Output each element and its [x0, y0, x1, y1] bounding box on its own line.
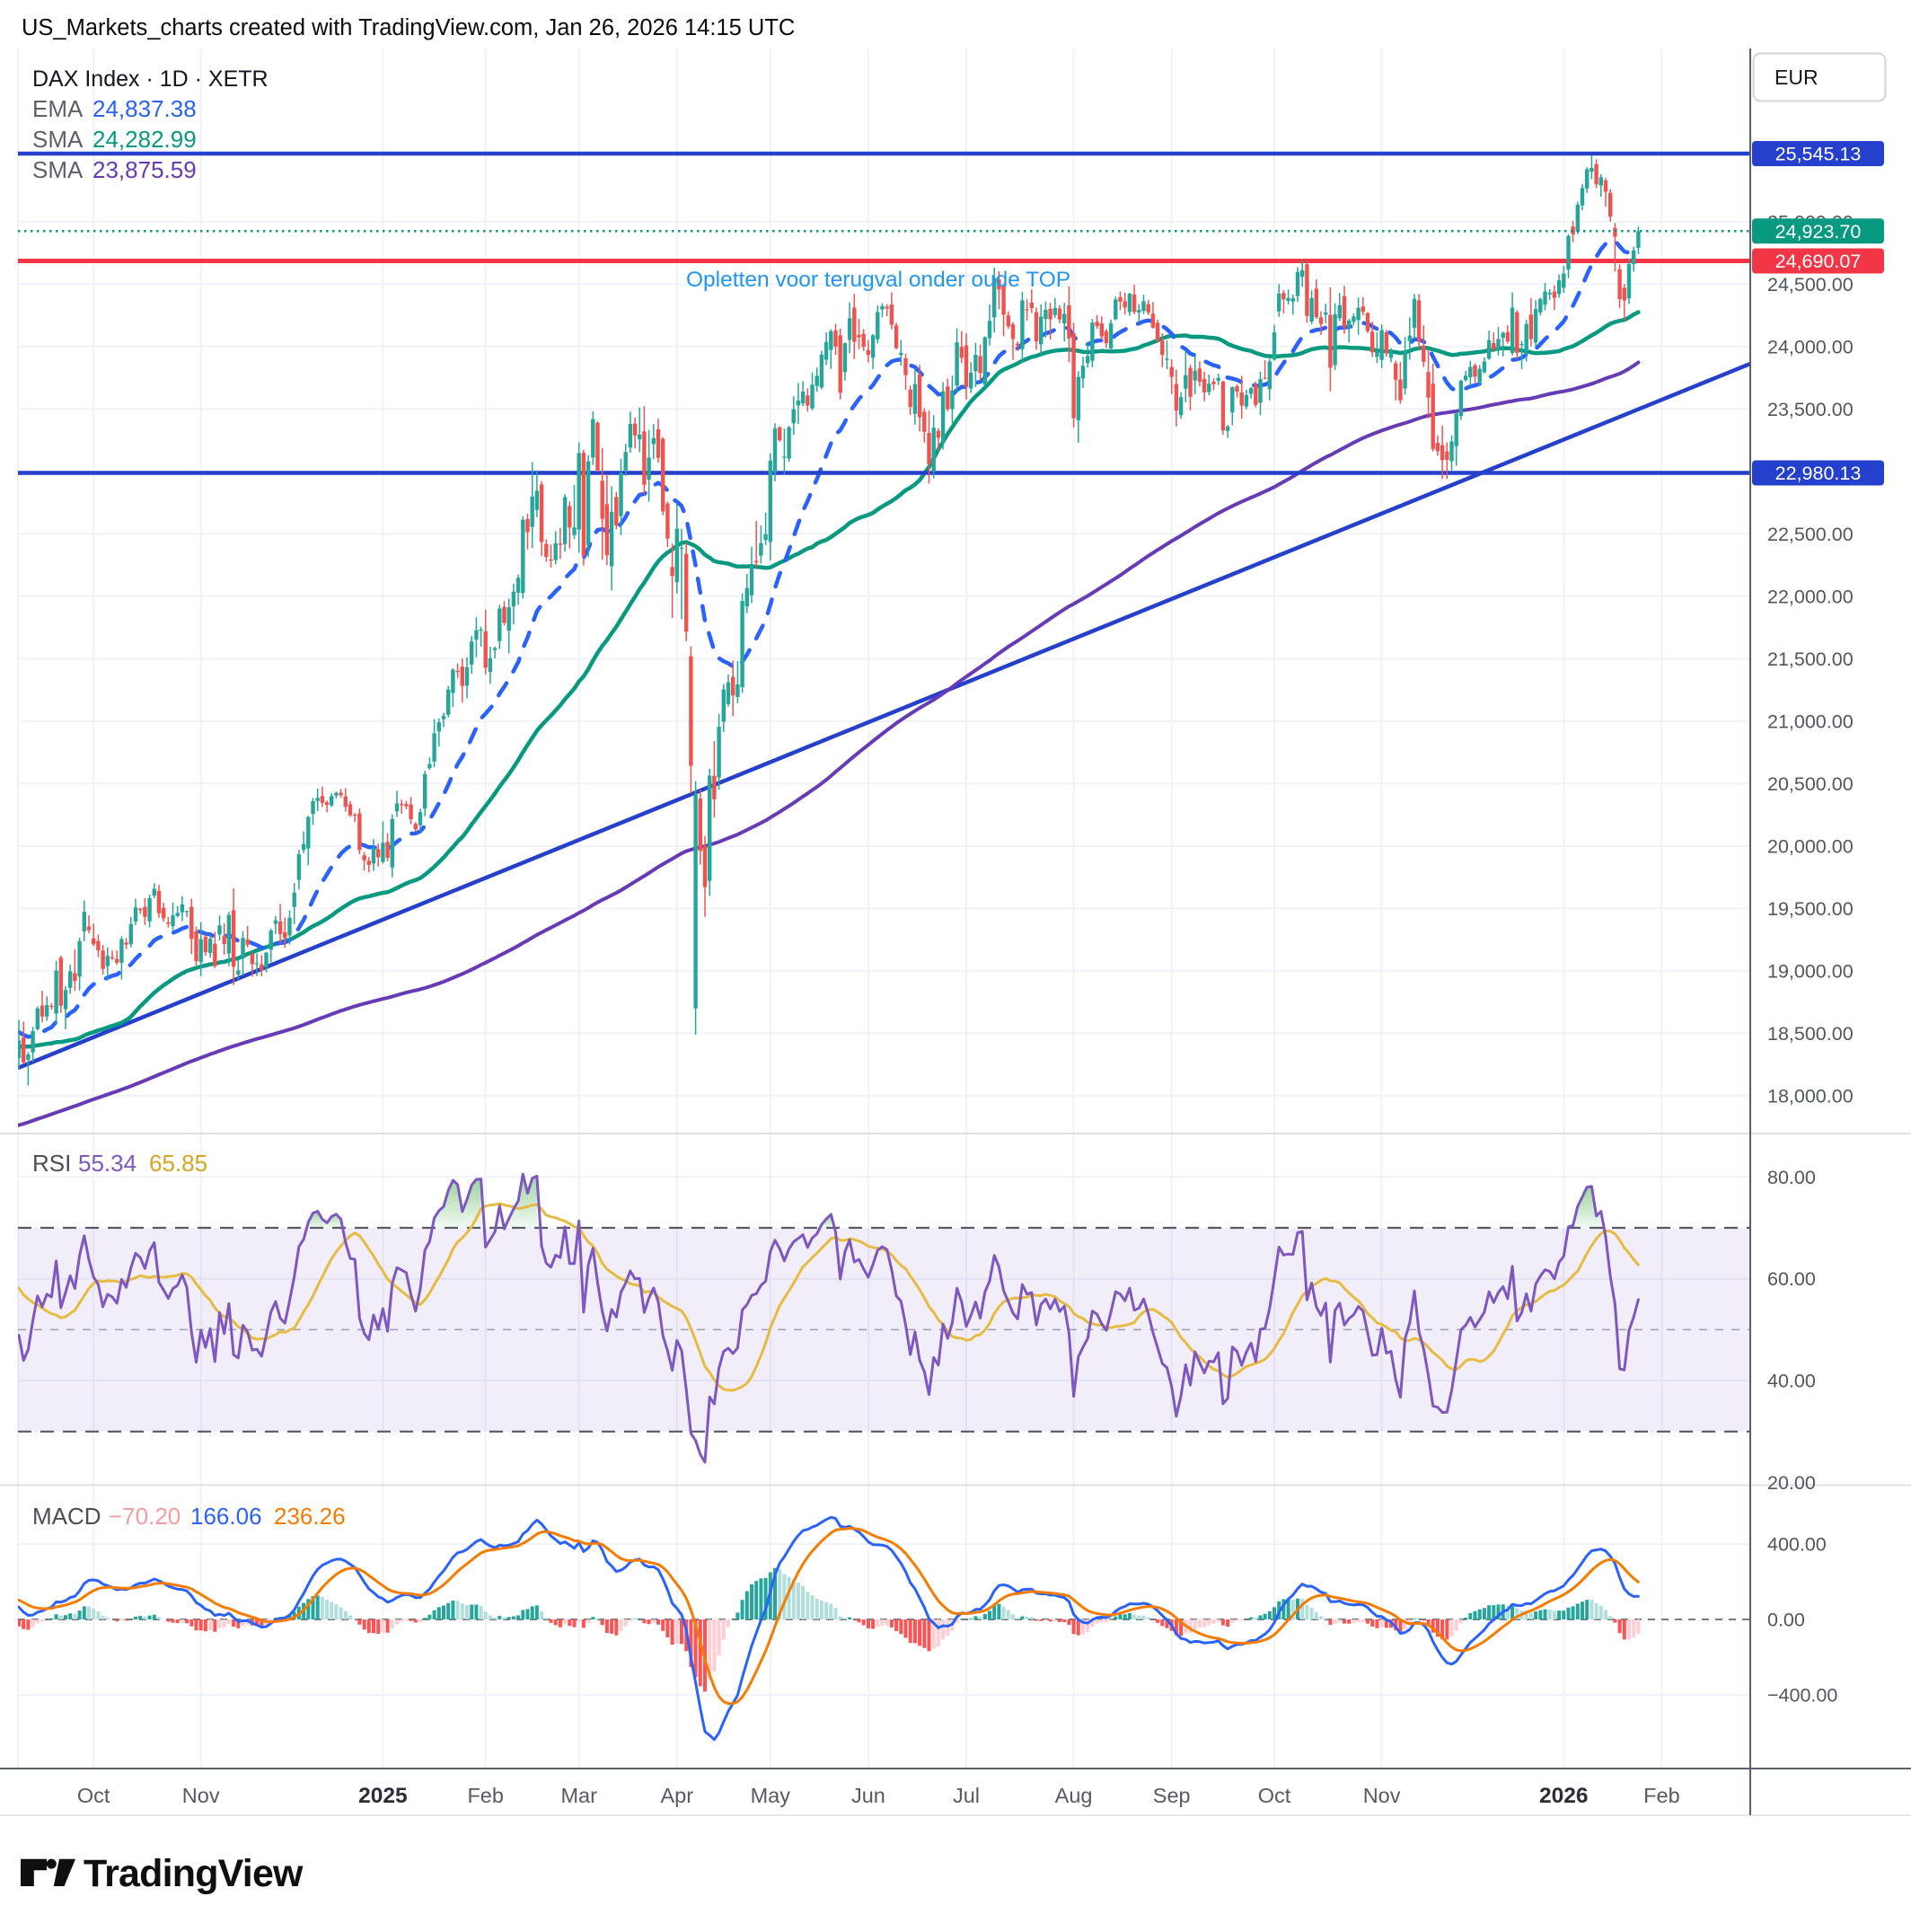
svg-text:MACD: MACD [32, 1503, 101, 1530]
svg-text:40.00: 40.00 [1767, 1371, 1816, 1392]
svg-text:22,980.13: 22,980.13 [1775, 463, 1862, 484]
svg-text:24,837.38: 24,837.38 [92, 95, 197, 122]
svg-text:18,000.00: 18,000.00 [1767, 1085, 1854, 1107]
svg-text:SMA: SMA [32, 126, 84, 153]
svg-text:20,000.00: 20,000.00 [1767, 835, 1854, 857]
svg-text:−70.20: −70.20 [109, 1503, 181, 1530]
svg-text:20,500.00: 20,500.00 [1767, 773, 1854, 795]
svg-text:24,000.00: 24,000.00 [1767, 336, 1854, 357]
svg-text:Feb: Feb [1643, 1784, 1680, 1807]
svg-text:2025: 2025 [358, 1784, 408, 1808]
svg-text:24,923.70: 24,923.70 [1775, 221, 1862, 243]
svg-text:24,500.00: 24,500.00 [1767, 274, 1854, 296]
svg-text:18,500.00: 18,500.00 [1767, 1023, 1854, 1045]
svg-text:DAX Index · 1D · XETR: DAX Index · 1D · XETR [32, 66, 269, 92]
svg-text:23,875.59: 23,875.59 [92, 156, 197, 183]
svg-text:May: May [751, 1784, 791, 1807]
svg-text:60.00: 60.00 [1767, 1268, 1816, 1290]
svg-text:Apr: Apr [661, 1784, 694, 1807]
svg-text:0.00: 0.00 [1767, 1610, 1805, 1631]
svg-text:Oct: Oct [1258, 1784, 1291, 1807]
svg-text:21,500.00: 21,500.00 [1767, 648, 1854, 670]
svg-text:20.00: 20.00 [1767, 1472, 1816, 1494]
svg-text:Jul: Jul [953, 1784, 980, 1807]
svg-text:24,690.07: 24,690.07 [1775, 251, 1862, 272]
svg-text:RSI: RSI [32, 1150, 71, 1177]
svg-text:TradingView: TradingView [84, 1852, 304, 1895]
svg-text:EUR: EUR [1774, 66, 1819, 89]
svg-text:SMA: SMA [32, 156, 84, 183]
svg-text:19,500.00: 19,500.00 [1767, 898, 1854, 920]
svg-text:Mar: Mar [560, 1784, 597, 1807]
svg-text:23,500.00: 23,500.00 [1767, 399, 1854, 420]
svg-text:24,282.99: 24,282.99 [92, 126, 197, 153]
svg-text:21,000.00: 21,000.00 [1767, 710, 1854, 732]
svg-text:236.26: 236.26 [274, 1503, 346, 1530]
svg-text:22,000.00: 22,000.00 [1767, 586, 1854, 607]
svg-text:Oct: Oct [77, 1784, 110, 1807]
svg-text:166.06: 166.06 [190, 1503, 262, 1530]
svg-text:22,500.00: 22,500.00 [1767, 524, 1854, 545]
svg-text:EMA: EMA [32, 95, 84, 122]
svg-text:400.00: 400.00 [1767, 1534, 1827, 1556]
svg-text:25,545.13: 25,545.13 [1775, 144, 1862, 165]
svg-text:Aug: Aug [1055, 1784, 1093, 1807]
svg-text:Opletten voor terugval onder o: Opletten voor terugval onder oude TOP [686, 268, 1070, 292]
svg-text:US_Markets_charts created with: US_Markets_charts created with TradingVi… [22, 15, 795, 40]
svg-text:Nov: Nov [1363, 1784, 1401, 1807]
svg-text:Feb: Feb [467, 1784, 504, 1807]
svg-text:Sep: Sep [1153, 1784, 1191, 1807]
svg-text:Jun: Jun [851, 1784, 885, 1807]
svg-text:−400.00: −400.00 [1767, 1685, 1837, 1707]
svg-text:80.00: 80.00 [1767, 1167, 1816, 1188]
svg-text:Nov: Nov [182, 1784, 220, 1807]
svg-text:19,000.00: 19,000.00 [1767, 960, 1854, 982]
svg-text:55.34: 55.34 [78, 1150, 136, 1177]
svg-text:65.85: 65.85 [149, 1150, 207, 1177]
svg-text:2026: 2026 [1539, 1784, 1589, 1808]
